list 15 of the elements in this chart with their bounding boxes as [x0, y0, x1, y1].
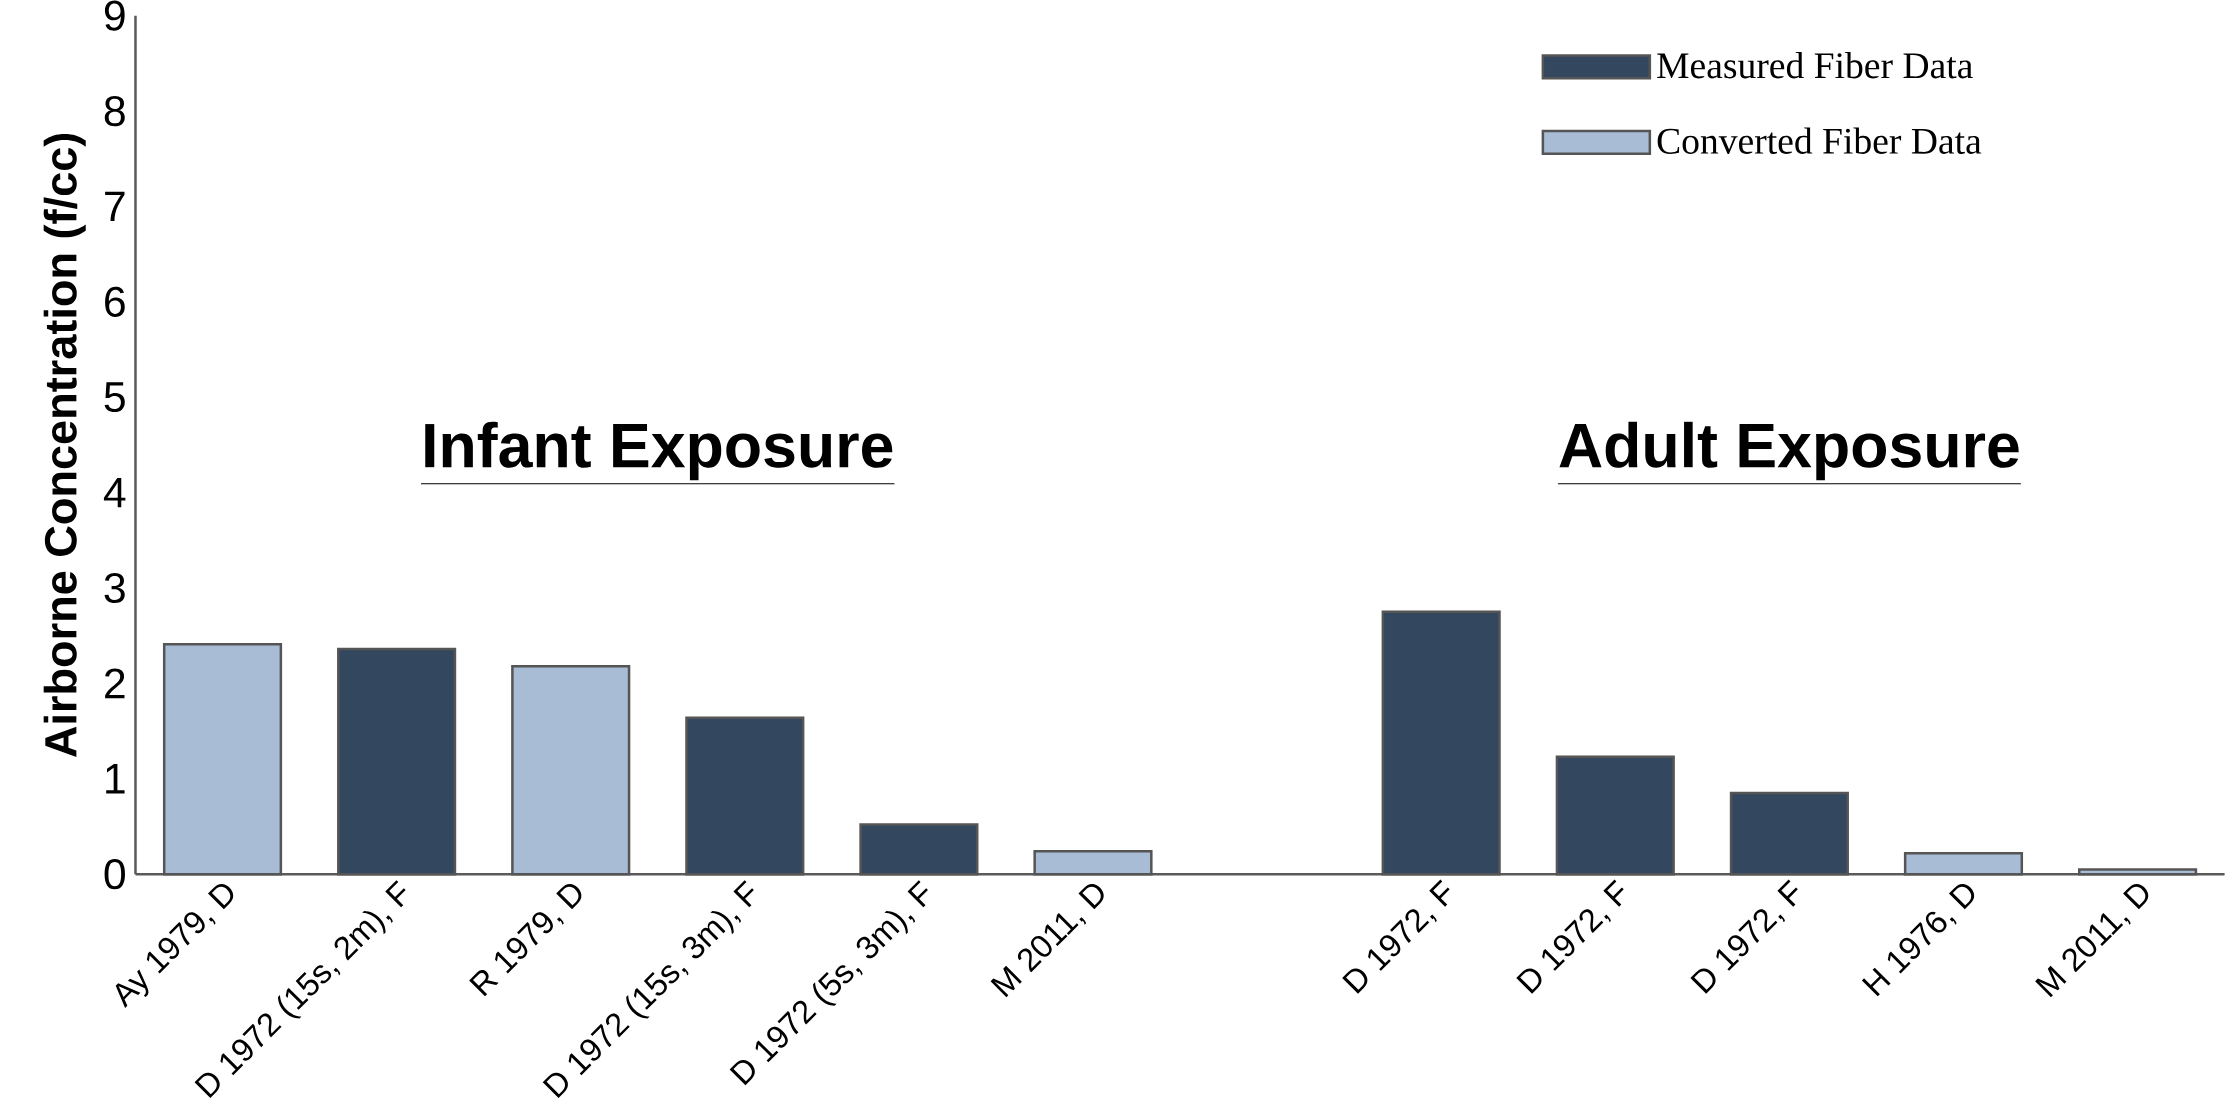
y-tick-label: 2 — [105, 668, 125, 699]
y-tick-label: 5 — [104, 382, 125, 412]
y-tick-label: 1 — [106, 763, 125, 794]
legend-label: Measured Fiber Data — [1657, 51, 1973, 79]
annotation: Infant Exposure — [425, 421, 893, 480]
y-tick-label: 3 — [104, 572, 125, 603]
y-tick-label: 9 — [104, 0, 125, 31]
y-tick-label: 8 — [104, 95, 125, 126]
y-tick-label: 7 — [105, 191, 125, 221]
y-tick-label: 4 — [103, 477, 126, 508]
y-tick-label: 6 — [105, 286, 125, 317]
annotation: Adult Exposure — [1559, 421, 2019, 480]
legend-label: Converted Fiber Data — [1657, 127, 1982, 154]
y-tick-label: 0 — [104, 858, 125, 890]
y-axis-title: Airborne Concentration (f/cc) — [43, 133, 86, 757]
